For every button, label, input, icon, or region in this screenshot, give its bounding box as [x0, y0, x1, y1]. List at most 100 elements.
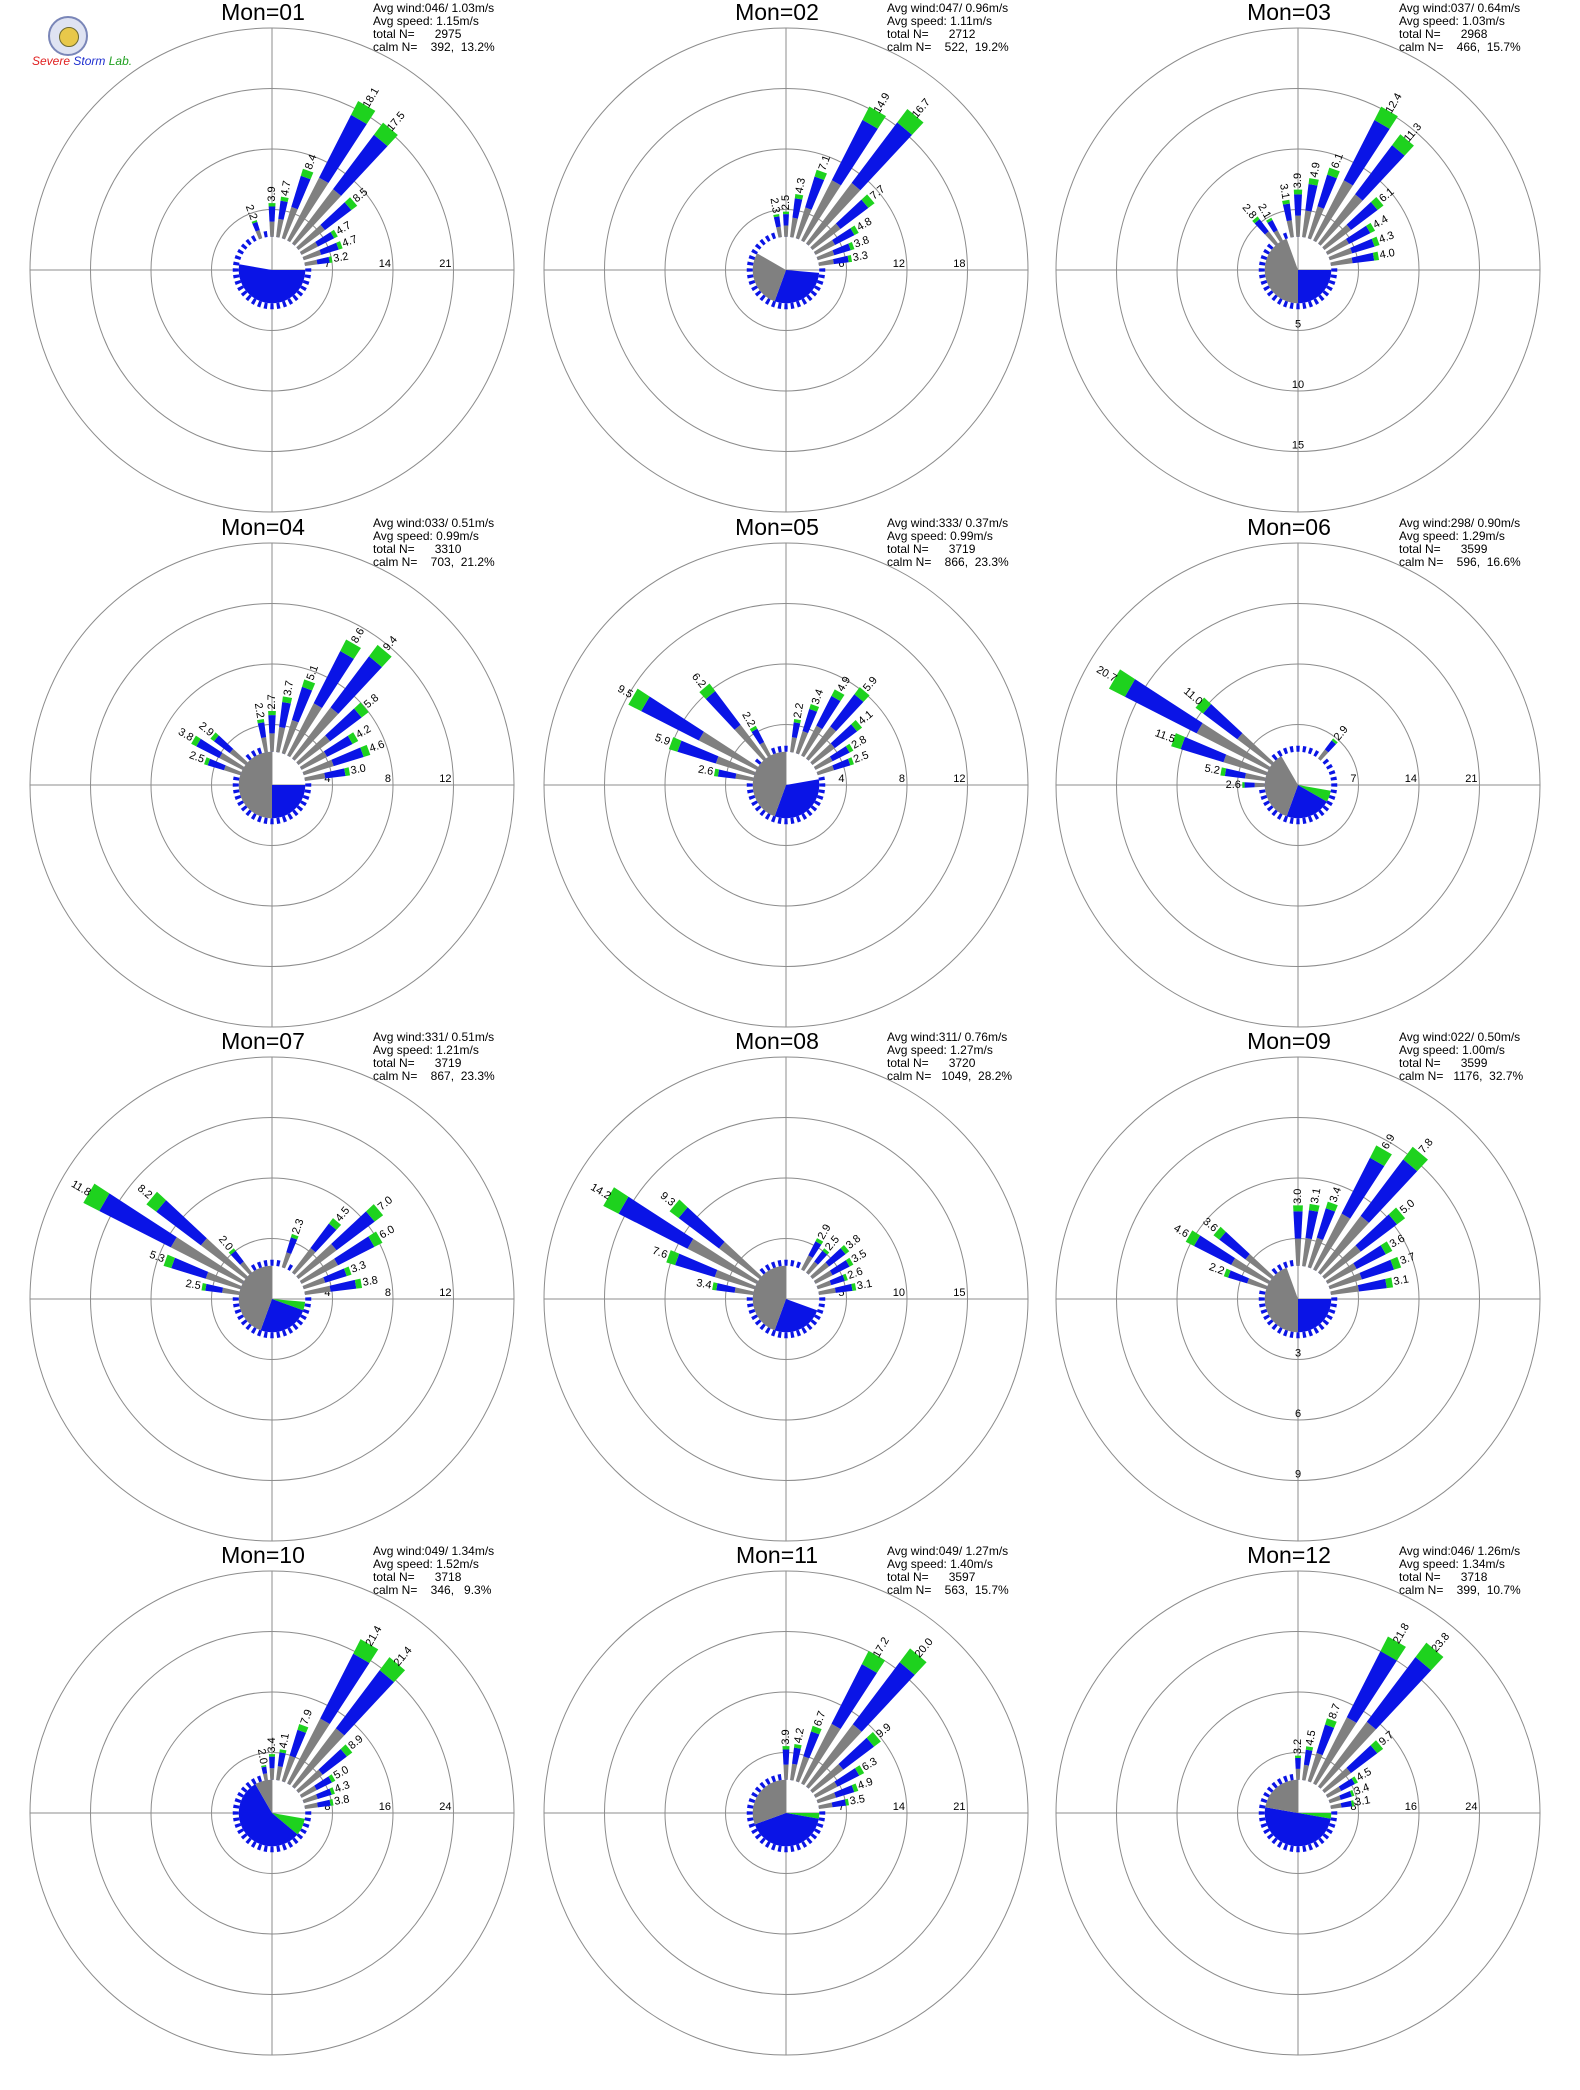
minor-spoke: [784, 1259, 788, 1266]
spoke-green-segment: [1415, 1642, 1444, 1671]
spoke-value-label: 2.5: [780, 195, 792, 210]
minor-spoke: [1282, 815, 1288, 823]
minor-spoke: [1266, 1833, 1274, 1840]
radial-tick-label: 4: [838, 773, 844, 785]
spoke-blue-segment: [831, 1664, 877, 1729]
spoke-green-segment: [1331, 738, 1338, 745]
minor-spoke: [250, 750, 257, 757]
spoke-gray-segment: [1322, 1767, 1351, 1793]
radial-tick-label: 18: [953, 258, 965, 270]
spoke-green-segment: [280, 196, 289, 202]
spoke-gray-segment: [813, 1270, 833, 1284]
spoke-gray-segment: [1302, 1764, 1309, 1781]
calm-sector: [260, 1299, 304, 1333]
minor-spoke: [240, 1786, 248, 1793]
radial-tick-label: 14: [379, 258, 391, 270]
spoke-gray-segment: [281, 719, 299, 755]
spoke-blue-segment: [838, 1737, 875, 1770]
wind-rose-panel: Mon=09 Avg wind:022/ 0.50m/s Avg speed: 1…: [1026, 1028, 1552, 1551]
spoke-gray-segment: [790, 737, 797, 753]
spoke-green-segment: [379, 1657, 406, 1683]
spoke-gray-segment: [299, 1258, 339, 1284]
spoke-value-label: 4.7: [279, 180, 293, 197]
spoke-blue-segment: [1355, 145, 1405, 201]
spoke-value-label: 11.5: [1153, 727, 1176, 745]
minor-spoke: [1276, 298, 1283, 305]
spoke-value-label: 4.2: [792, 1727, 806, 1744]
spoke-gray-segment: [734, 1287, 754, 1295]
spoke-green-segment: [1366, 222, 1376, 234]
minor-spoke: [263, 1845, 268, 1852]
wind-rose-svg: 4 8 128.6 9.45.13.72.72.22.93.82.55.84.24.6…: [29, 542, 515, 1028]
minor-spoke: [818, 776, 825, 781]
minor-spoke: [1271, 753, 1278, 761]
spoke-blue-segment: [317, 1799, 331, 1808]
spoke-blue-segment: [1357, 1278, 1387, 1292]
spoke-value-label: 2.2: [252, 702, 266, 719]
minor-spoke: [810, 290, 818, 297]
spoke-blue-segment: [1295, 1758, 1301, 1769]
minor-spoke: [237, 248, 244, 255]
spoke-gray-segment: [262, 1773, 268, 1781]
minor-spoke: [232, 268, 239, 272]
minor-spoke: [263, 817, 268, 824]
spoke-blue-segment: [1124, 679, 1203, 734]
spoke-gray-segment: [806, 1724, 862, 1789]
minor-spoke: [1266, 290, 1274, 297]
spoke-blue-segment: [320, 202, 352, 231]
spoke-gray-segment: [810, 743, 835, 765]
spoke-value-label: 20.0: [913, 1636, 936, 1660]
spoke-blue-segment: [315, 231, 335, 247]
minor-spoke: [777, 746, 782, 753]
minor-spoke: [1331, 1297, 1338, 1301]
spoke-blue-segment: [1350, 238, 1375, 254]
spoke-green-segment: [851, 1783, 859, 1793]
spoke-green-segment: [228, 1248, 236, 1255]
minor-spoke: [1289, 302, 1294, 309]
spoke-blue-segment: [1338, 1778, 1355, 1791]
minor-spoke: [245, 1781, 252, 1789]
minor-spoke: [256, 1261, 262, 1269]
spoke-gray-segment: [1325, 1263, 1357, 1284]
spoke-gray-segment: [714, 1269, 756, 1290]
minor-spoke: [818, 274, 825, 279]
radial-tick-label: 16: [379, 1801, 391, 1813]
minor-spoke: [233, 776, 240, 781]
spoke-value-label: 2.5: [188, 749, 206, 766]
spoke-blue-segment: [802, 708, 818, 734]
radial-tick-label: 21: [439, 258, 451, 270]
minor-spoke: [245, 294, 252, 302]
minor-spoke: [233, 261, 240, 266]
minor-spoke: [250, 1778, 257, 1785]
minor-spoke: [1296, 303, 1300, 310]
spoke-gray-segment: [735, 773, 754, 781]
chart-title: Mon=12: [1247, 1542, 1331, 1568]
minor-spoke: [759, 238, 766, 246]
spoke-value-label: 4.9: [1308, 161, 1322, 178]
minor-spoke: [1263, 1791, 1270, 1798]
minor-spoke: [232, 783, 239, 787]
spoke-green-segment: [1308, 178, 1319, 186]
spoke-blue-segment: [1244, 782, 1255, 788]
minor-spoke: [1282, 1261, 1288, 1269]
spoke-value-label: 3.1: [1309, 1187, 1323, 1204]
calm-sector: [752, 1779, 786, 1825]
spoke-green-segment: [1294, 1755, 1302, 1759]
spoke-blue-segment: [318, 1748, 347, 1775]
spoke-blue-segment: [278, 200, 288, 220]
spoke-value-label: 2.6: [1226, 779, 1241, 791]
spoke-gray-segment: [292, 707, 339, 761]
minor-spoke: [1260, 1309, 1268, 1315]
minor-spoke: [1276, 1841, 1283, 1848]
spoke-blue-segment: [1294, 194, 1302, 216]
minor-spoke: [1259, 789, 1266, 794]
calm-sector: [752, 1265, 786, 1331]
spoke-blue-segment: [261, 1766, 268, 1774]
spoke-blue-segment: [1267, 219, 1278, 233]
calm-sector: [238, 1784, 298, 1847]
spoke-blue-segment: [829, 1260, 850, 1276]
spoke-green-segment: [1369, 1145, 1392, 1167]
minor-spoke: [233, 1817, 240, 1822]
spoke-gray-segment: [1295, 1768, 1301, 1780]
